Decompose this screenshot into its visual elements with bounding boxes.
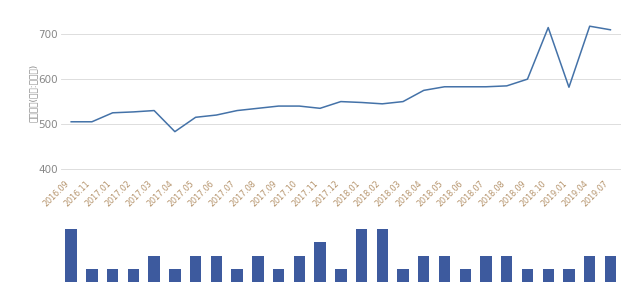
Y-axis label: 거래금액(단위:백만원): 거래금액(단위:백만원) xyxy=(28,64,37,122)
Bar xyxy=(65,229,77,282)
Bar xyxy=(314,242,326,282)
Bar xyxy=(128,269,139,282)
Bar xyxy=(480,256,492,282)
Bar xyxy=(460,269,471,282)
Bar xyxy=(211,256,222,282)
Bar xyxy=(335,269,346,282)
Bar xyxy=(439,256,450,282)
Bar xyxy=(252,256,264,282)
Bar xyxy=(232,269,243,282)
Bar xyxy=(584,256,595,282)
Bar xyxy=(356,229,367,282)
Bar xyxy=(563,269,575,282)
Bar xyxy=(605,256,616,282)
Bar xyxy=(148,256,160,282)
Bar xyxy=(169,269,180,282)
Bar xyxy=(273,269,284,282)
Bar xyxy=(397,269,409,282)
Bar xyxy=(543,269,554,282)
Bar xyxy=(294,256,305,282)
Bar xyxy=(190,256,202,282)
Bar xyxy=(376,229,388,282)
Bar xyxy=(522,269,533,282)
Bar xyxy=(418,256,429,282)
Bar xyxy=(501,256,513,282)
Bar xyxy=(86,269,98,282)
Bar xyxy=(107,269,118,282)
